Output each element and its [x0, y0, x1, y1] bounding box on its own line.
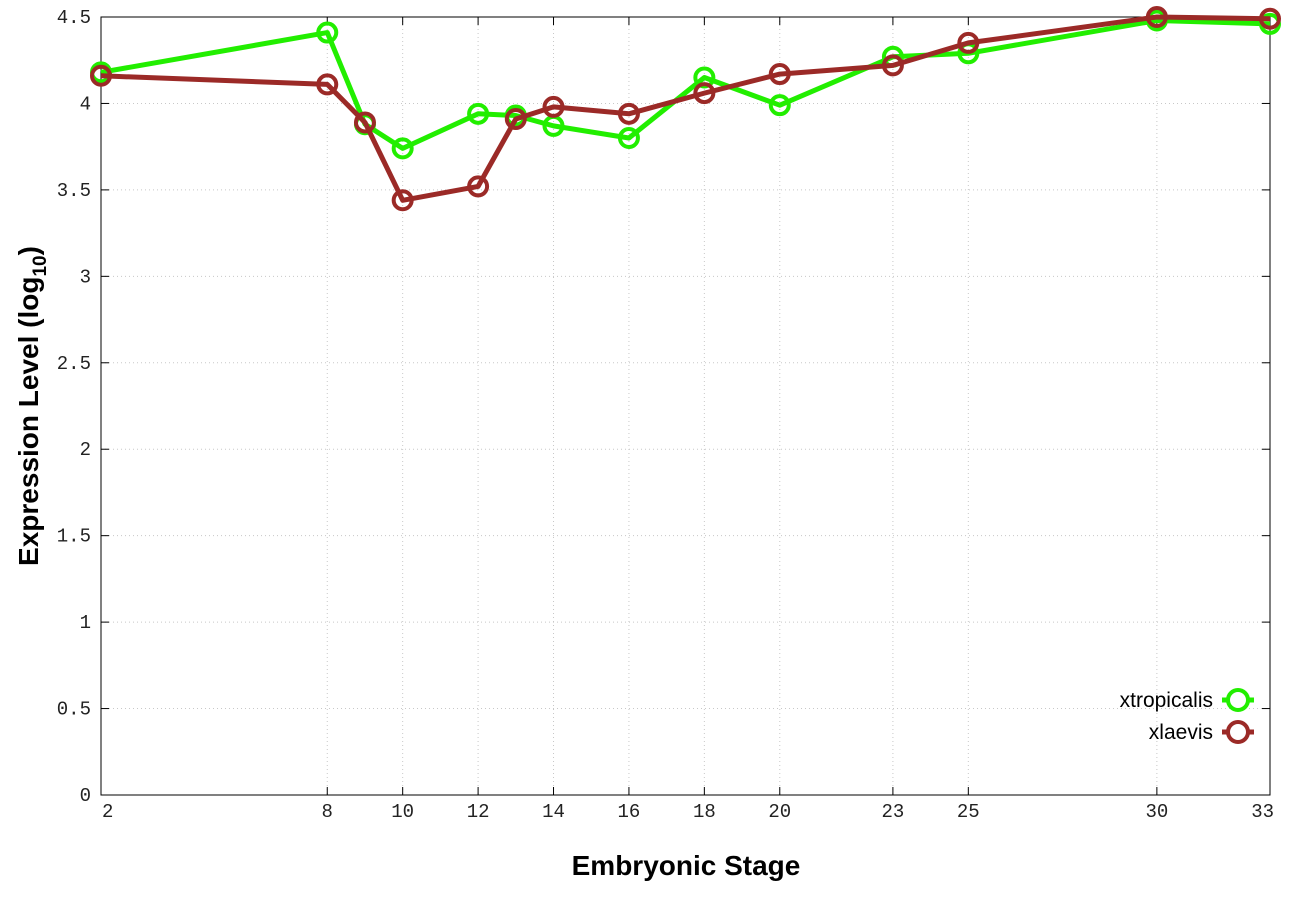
xlaevis-data-point: [542, 95, 565, 118]
x-tick-label: 25: [957, 801, 980, 823]
y-axis-title-main: Expression Level (log: [13, 277, 44, 566]
series-group: [90, 6, 1281, 212]
xlaevis-data-point: [1259, 7, 1281, 30]
xtropicalis-data-point: [391, 137, 414, 160]
x-tick-label: 18: [693, 801, 716, 823]
plot-frame: [100, 16, 1271, 796]
y-tick-label: 2: [80, 439, 91, 461]
x-tick-label: 8: [322, 801, 333, 823]
x-tick-label: 14: [542, 801, 565, 823]
y-axis-title-close: ): [13, 246, 44, 255]
y-tick-label: 3: [80, 266, 91, 288]
xlaevis-data-point: [1145, 6, 1168, 28]
xlaevis-data-point: [881, 54, 904, 77]
x-tick-label: 16: [618, 801, 641, 823]
xlaevis-data-point: [768, 63, 791, 86]
xlaevis-data-point: [391, 189, 414, 212]
xtropicalis-data-point: [617, 127, 640, 150]
xtropicalis-data-point: [467, 102, 490, 125]
xlaevis-data-point: [316, 73, 339, 96]
x-tick-label: 23: [881, 801, 904, 823]
x-tick-label: 30: [1145, 801, 1168, 823]
y-tick-label: 1.5: [57, 526, 91, 548]
y-tick-label: 2.5: [57, 353, 91, 375]
xlaevis-data-point: [90, 64, 112, 87]
xlaevis-data-point: [617, 102, 640, 125]
legend: xtropicalis xlaevis: [1120, 688, 1254, 744]
xtropicalis-data-point: [693, 66, 716, 89]
xlaevis-series-line: [100, 14, 1271, 203]
legend-swatch-marker-xlaevis: [1226, 720, 1250, 744]
x-tick-label: 12: [467, 801, 490, 823]
y-tick-label: 3.5: [57, 180, 91, 202]
xlaevis-data-point: [957, 31, 980, 54]
xlaevis-data-point: [693, 82, 716, 105]
x-tick-label: 2: [102, 801, 113, 823]
x-tick-label: 33: [1251, 801, 1274, 823]
axis-ticks: 0 0.5 1 1.5 2 2.5 3 3.5 4 4.5 2 8 10 12 14 16 18 20 23 25 30…: [57, 7, 1274, 823]
gridlines: [101, 17, 1270, 795]
y-tick-label: 0.5: [57, 699, 91, 721]
y-axis-title: Expression Level (log10): [13, 246, 51, 566]
y-tick-label: 4.5: [57, 7, 91, 29]
xtropicalis-data-point: [316, 21, 339, 44]
xlaevis-data-point: [467, 175, 490, 198]
xlaevis-data-point: [353, 111, 376, 134]
xlaevis-data-point: [504, 108, 527, 131]
x-tick-label: 10: [391, 801, 414, 823]
y-axis-title-subscript: 10: [30, 255, 51, 276]
y-tick-label: 0: [80, 785, 91, 807]
legend-label-xtropicalis: xtropicalis: [1120, 689, 1213, 712]
y-tick-label: 4: [80, 93, 91, 115]
y-tick-label: 1: [80, 612, 91, 634]
xtropicalis-data-point: [768, 94, 791, 117]
legend-swatch-marker-xtropicalis: [1226, 688, 1250, 712]
legend-label-xlaevis: xlaevis: [1149, 721, 1213, 744]
x-axis-title: Embryonic Stage: [572, 850, 801, 881]
x-tick-label: 20: [768, 801, 791, 823]
